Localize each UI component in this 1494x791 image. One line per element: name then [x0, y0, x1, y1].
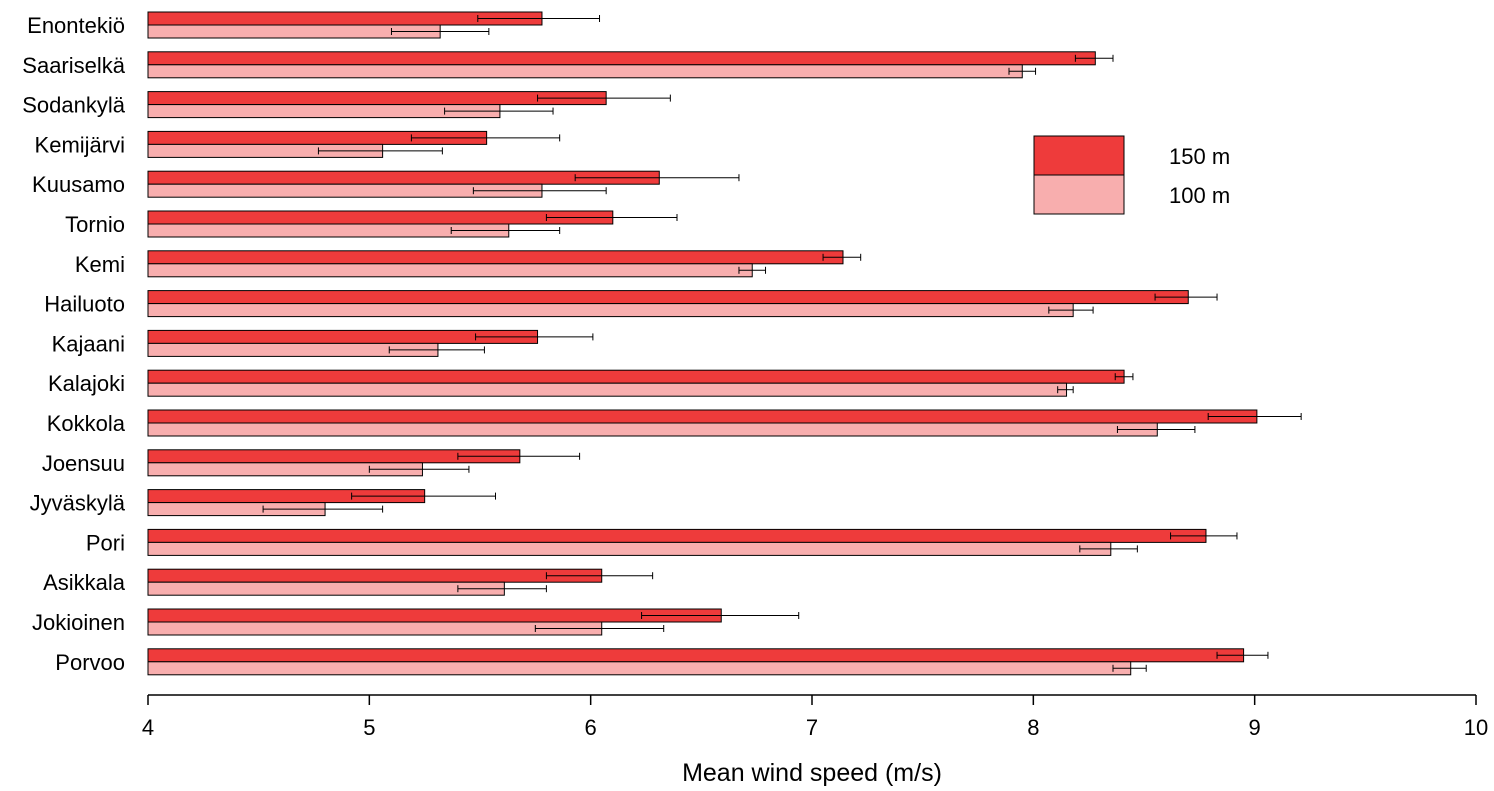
category-label-saariselka: Saariselkä	[22, 53, 125, 78]
errorbar-150-m-kajaani	[475, 333, 594, 341]
bar-150-m-asikkala	[147, 568, 603, 583]
errorbar-150-m-jyvaskyla	[351, 492, 496, 500]
category-label-hailuoto: Hailuoto	[44, 292, 125, 317]
bar-150-m-pori	[147, 528, 1207, 543]
errorbar-100-m-jyvaskyla	[262, 505, 384, 513]
category-label-tornio: Tornio	[65, 212, 125, 237]
x-axis: 4 5 6 7 8 9 10	[142, 694, 1488, 740]
errorbar-150-m-asikkala	[545, 572, 654, 580]
category-label-kokkola: Kokkola	[47, 411, 126, 436]
bar-series	[147, 11, 1258, 676]
bar-100-m-asikkala	[147, 581, 505, 596]
errorbar-150-m-kuusamo	[574, 174, 740, 182]
bar-150-m-jokioinen	[147, 608, 722, 623]
bar-150-m-tornio	[147, 210, 614, 225]
bar-100-m-kalajoki	[147, 382, 1068, 397]
errorbar-100-m-kemijarvi	[317, 147, 443, 155]
category-label-asikkala: Asikkala	[43, 570, 126, 595]
legend-swatch-150m	[1033, 135, 1125, 176]
errorbar-150-m-kokkola	[1207, 413, 1302, 420]
bar-100-m-hailuoto	[147, 303, 1074, 318]
bar-150-m-kalajoki	[147, 369, 1125, 384]
category-label-kemi: Kemi	[75, 252, 125, 277]
category-label-kajaani: Kajaani	[52, 331, 125, 356]
category-label-sodankyla: Sodankylä	[22, 93, 126, 118]
errorbar-100-m-hailuoto	[1048, 306, 1094, 314]
bar-100-m-porvoo	[147, 661, 1132, 676]
errorbar-150-m-pori	[1170, 532, 1238, 540]
bar-100-m-pori	[147, 541, 1112, 556]
x-axis-title: Mean wind speed (m/s)	[682, 759, 942, 787]
category-label-enontekio: Enontekiö	[27, 13, 125, 38]
errorbar-100-m-kalajoki	[1057, 386, 1074, 394]
bar-150-m-kokkola	[147, 409, 1258, 424]
errorbar-100-m-saariselka	[1008, 67, 1037, 75]
errorbar-100-m-jokioinen	[534, 625, 665, 632]
errorbar-150-m-jokioinen	[641, 612, 800, 619]
category-labels: Enontekiö Saariselkä Sodankylä Kemijärvi Kuu…	[22, 13, 126, 675]
category-label-joensuu: Joensuu	[42, 451, 125, 476]
errorbar-100-m-asikkala	[457, 585, 547, 593]
errorbar-150-m-kalajoki	[1114, 373, 1134, 381]
category-label-porvoo: Porvoo	[55, 650, 125, 675]
bar-100-m-kemi	[147, 263, 753, 278]
errorbar-100-m-sodankyla	[444, 107, 554, 115]
category-label-jyvaskyla: Jyväskylä	[30, 491, 126, 516]
errorbar-100-m-enontekio	[390, 28, 490, 35]
errorbar-100-m-kemi	[738, 266, 767, 274]
x-tick-label-6: 6	[585, 715, 597, 740]
category-label-kuusamo: Kuusamo	[32, 172, 125, 197]
category-label-pori: Pori	[86, 530, 125, 555]
bar-100-m-jokioinen	[147, 621, 603, 636]
legend-label-150m: 150 m	[1169, 144, 1230, 169]
bar-100-m-saariselka	[147, 64, 1023, 79]
errorbar-100-m-kokkola	[1116, 426, 1196, 433]
errorbar-100-m-kuusamo	[472, 187, 607, 195]
bar-150-m-kemi	[147, 250, 844, 265]
legend: 150 m 100 m	[1033, 135, 1230, 215]
errorbar-150-m-porvoo	[1216, 651, 1269, 659]
errorbar-100-m-porvoo	[1112, 664, 1147, 672]
category-label-kemijarvi: Kemijärvi	[35, 132, 125, 157]
x-tick-label-4: 4	[142, 715, 154, 740]
x-tick-label-8: 8	[1027, 715, 1039, 740]
errorbar-150-m-saariselka	[1074, 54, 1114, 62]
bar-100-m-kokkola	[147, 422, 1158, 437]
error-bars	[262, 15, 1302, 672]
x-tick-label-7: 7	[806, 715, 818, 740]
x-tick-label-5: 5	[363, 715, 375, 740]
bar-150-m-porvoo	[147, 648, 1245, 663]
errorbar-150-m-kemijarvi	[410, 134, 561, 142]
errorbar-150-m-enontekio	[477, 15, 601, 22]
errorbar-100-m-pori	[1079, 545, 1138, 553]
legend-swatch-100m	[1033, 174, 1125, 215]
errorbar-100-m-joensuu	[368, 465, 470, 473]
category-label-jokioinen: Jokioinen	[32, 610, 125, 635]
errorbar-150-m-hailuoto	[1154, 293, 1218, 301]
bar-150-m-saariselka	[147, 51, 1096, 66]
x-tick-label-9: 9	[1249, 715, 1261, 740]
errorbar-100-m-kajaani	[388, 346, 485, 354]
bar-150-m-hailuoto	[147, 290, 1189, 305]
x-tick-label-10: 10	[1464, 715, 1488, 740]
errorbar-150-m-sodankyla	[537, 94, 671, 102]
errorbar-150-m-tornio	[545, 214, 678, 221]
errorbar-150-m-kemi	[822, 253, 862, 261]
legend-label-100m: 100 m	[1169, 183, 1230, 208]
errorbar-150-m-joensuu	[457, 452, 581, 460]
errorbar-100-m-tornio	[450, 227, 561, 234]
category-label-kalajoki: Kalajoki	[48, 371, 125, 396]
